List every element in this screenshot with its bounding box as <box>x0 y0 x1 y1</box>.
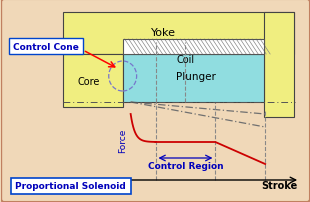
Text: Core: Core <box>78 77 100 87</box>
Text: Stroke: Stroke <box>261 180 297 190</box>
Bar <box>123 40 264 55</box>
Text: Force: Force <box>118 128 127 153</box>
Text: Control Region: Control Region <box>148 162 223 171</box>
Bar <box>123 55 264 102</box>
Text: Proportional Solenoid: Proportional Solenoid <box>16 182 126 190</box>
Bar <box>123 40 264 55</box>
Bar <box>9 39 83 55</box>
Bar <box>11 178 131 194</box>
Text: Control Cone: Control Cone <box>13 42 79 51</box>
Text: Yoke: Yoke <box>151 28 176 38</box>
Bar <box>63 55 123 107</box>
Bar <box>264 13 294 117</box>
Text: Plunger: Plunger <box>176 72 216 82</box>
Text: Coil: Coil <box>176 55 194 65</box>
Bar <box>63 13 294 55</box>
